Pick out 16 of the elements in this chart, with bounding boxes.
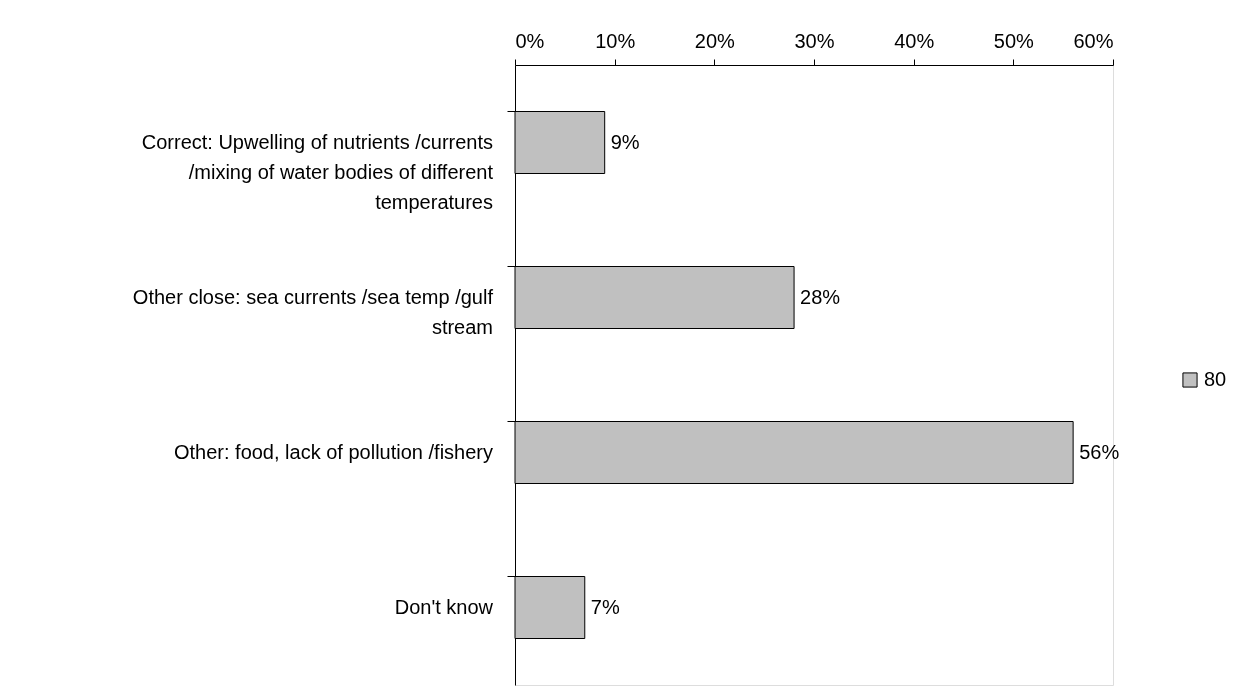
y-tick-label: Other: food, lack of pollution /fishery bbox=[173, 440, 493, 463]
x-tick-label: 30% bbox=[794, 29, 835, 52]
x-tick-label: 60% bbox=[1073, 29, 1114, 52]
x-tick-label: 40% bbox=[894, 29, 935, 52]
x-tick-label: 50% bbox=[993, 29, 1035, 52]
x-tick-label: 10% bbox=[595, 29, 636, 52]
data-label: 28% bbox=[800, 285, 841, 308]
data-label: 9% bbox=[610, 130, 640, 153]
data-label: 56% bbox=[1079, 440, 1120, 463]
x-tick-label: 0% bbox=[515, 29, 545, 52]
y-tick-label: Don't know bbox=[394, 595, 494, 618]
y-tick-label: Other close: sea currents /sea temp /gulf stream bbox=[132, 285, 494, 338]
legend-label: 80 bbox=[1204, 368, 1227, 390]
y-tick-label: Correct: Upwelling of nutrients /currents /mixing of water bodies of different temperatures bbox=[141, 130, 494, 213]
data-label: 7% bbox=[590, 595, 620, 618]
x-tick-label: 20% bbox=[694, 29, 736, 52]
